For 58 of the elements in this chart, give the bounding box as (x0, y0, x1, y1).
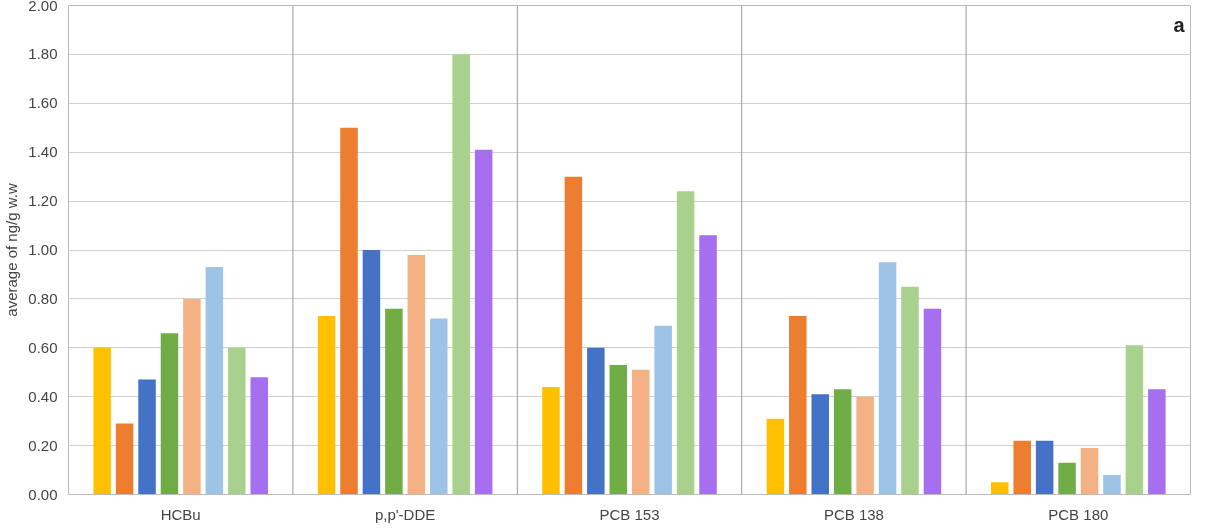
y-tick-label: 0.60 (28, 338, 58, 356)
bar (1035, 440, 1054, 495)
bar (833, 389, 852, 495)
y-tick-label: 1.80 (28, 45, 58, 63)
bar (1080, 448, 1099, 495)
x-tick-label: PCB 180 (1048, 505, 1109, 523)
bar (654, 325, 672, 495)
bar (699, 235, 717, 495)
y-axis-title: average of ng/g w.w (3, 183, 21, 317)
x-tick-label: HCBu (160, 505, 201, 523)
bar (878, 262, 897, 495)
bar (676, 191, 695, 495)
bar (587, 347, 605, 495)
bar (856, 396, 874, 495)
y-tick-label: 1.60 (28, 94, 58, 112)
bar (1103, 474, 1121, 495)
bar (317, 316, 336, 495)
bar (205, 267, 224, 495)
y-tick-label: 0.40 (28, 387, 58, 405)
bar (811, 394, 829, 495)
bar (93, 347, 111, 495)
bar (542, 386, 560, 495)
bar (1148, 389, 1166, 495)
bar (228, 347, 246, 495)
bar (564, 176, 583, 495)
bar (452, 54, 470, 495)
bar (1058, 462, 1076, 495)
bar (362, 250, 381, 495)
bar (609, 364, 628, 495)
bar (183, 298, 201, 495)
bar (340, 127, 358, 495)
bar (430, 318, 448, 495)
bar (250, 377, 268, 495)
bar (115, 423, 134, 495)
x-tick-label: p,p'-DDE (374, 505, 436, 523)
bar (766, 418, 785, 495)
x-tick-label: PCB 138 (823, 505, 884, 523)
y-tick-label: 1.40 (28, 143, 58, 161)
bar (1125, 345, 1144, 495)
bar (160, 333, 179, 495)
bar (474, 149, 493, 495)
bar (407, 254, 426, 495)
bar (991, 482, 1009, 495)
annotation: a (1173, 13, 1186, 36)
x-tick-label: PCB 153 (599, 505, 660, 523)
y-tick-label: 0.20 (28, 436, 58, 454)
bar (138, 379, 156, 495)
bar (789, 316, 807, 495)
bar (385, 308, 403, 495)
bar (631, 369, 650, 495)
bar (923, 308, 942, 495)
y-tick-label: 1.00 (28, 241, 58, 258)
bar (901, 286, 919, 495)
y-tick-label: 2.00 (28, 0, 58, 14)
y-tick-label: 0.00 (28, 485, 58, 503)
y-tick-label: 1.20 (28, 192, 58, 210)
bar (1013, 440, 1031, 495)
y-tick-label: 0.80 (28, 289, 58, 307)
